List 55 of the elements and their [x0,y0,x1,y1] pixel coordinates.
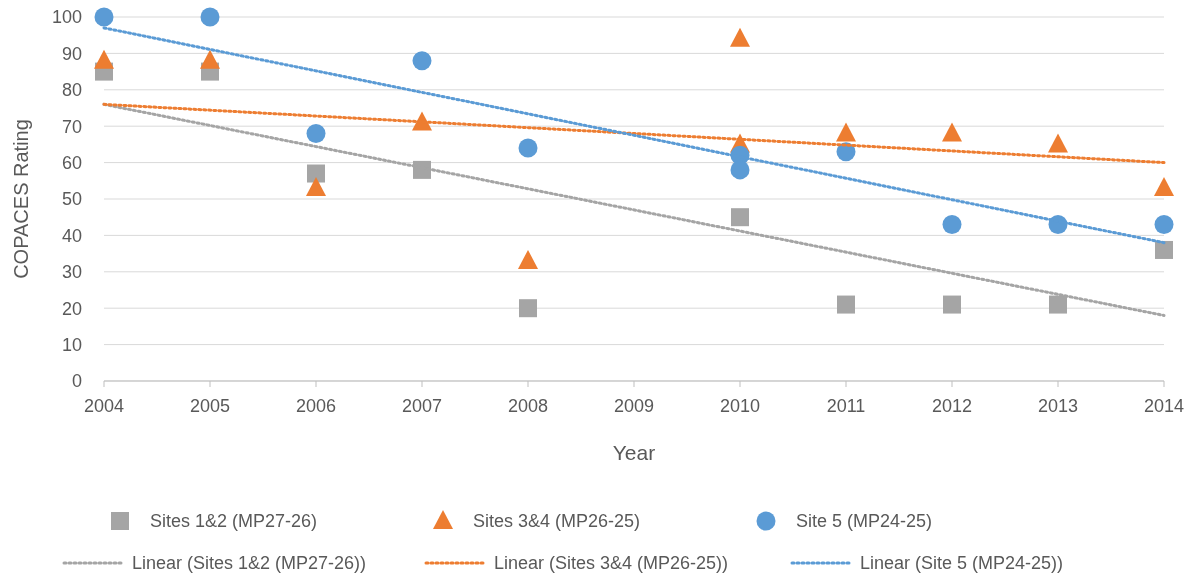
point [1154,177,1174,197]
point [200,7,220,27]
point [519,299,537,318]
y-tick-label: 10 [61,334,82,355]
x-tick-label: 2012 [931,396,973,416]
legend-label: Site 5 (MP24-25) [796,511,933,532]
point [1049,295,1067,314]
x-tick-label: 2005 [189,396,231,416]
y-tick-label: 0 [71,371,82,392]
y-tick-label: 100 [51,7,82,28]
point [306,177,326,197]
x-tick-label: 2006 [295,396,337,416]
x-tick-label: 2010 [719,396,761,416]
point [731,208,749,227]
y-tick-label: 80 [61,80,82,101]
y-tick-label: 40 [61,225,82,246]
x-tick-label: 2011 [826,396,866,416]
y-axis-title: COPACES Rating [10,119,32,279]
point [943,295,961,314]
point [412,111,432,131]
point [730,27,750,47]
point [730,160,750,180]
point [412,51,432,71]
x-tick-label: 2013 [1037,396,1079,416]
y-tick-label: 60 [61,152,82,173]
x-tick-label: 2009 [613,396,655,416]
legend-label: Sites 3&4 (MP26-25) [473,511,641,532]
point [94,49,114,69]
point [307,164,325,183]
x-axis-title: Year [612,441,656,464]
point [200,49,220,69]
point [518,138,538,158]
point [942,122,962,142]
point [942,214,962,234]
point [1048,133,1068,153]
legend-label: Linear (Site 5 (MP24-25)) [860,553,1064,574]
point [306,123,326,143]
point [1155,240,1173,259]
point [1154,214,1174,234]
point [518,249,538,269]
point [94,7,114,27]
x-tick-label: 2007 [401,396,443,416]
y-tick-label: 70 [61,116,82,137]
x-tick-label: 2008 [507,396,549,416]
x-tick-label: 2014 [1143,396,1185,416]
point [836,122,856,142]
y-tick-label: 50 [61,189,82,210]
x-tick-label: 2004 [83,396,125,416]
legend-label: Linear (Sites 3&4 (MP26-25)) [494,553,729,574]
y-tick-label: 20 [61,298,82,319]
legend-label: Linear (Sites 1&2 (MP27-26)) [132,553,367,574]
legend-label: Sites 1&2 (MP27-26) [150,511,318,532]
y-tick-label: 30 [61,262,82,283]
point [837,295,855,314]
y-tick-label: 90 [61,43,82,64]
